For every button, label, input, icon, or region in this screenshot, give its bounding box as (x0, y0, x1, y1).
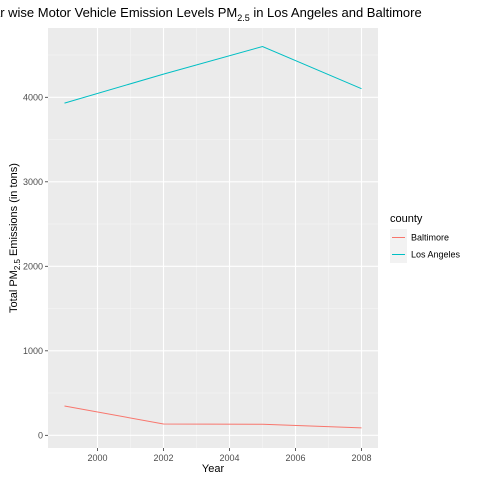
legend-label-baltimore: Baltimore (411, 233, 449, 243)
minor-gridlines (48, 28, 378, 448)
series-line-baltimore (64, 405, 362, 429)
x-tick-label: 2000 (87, 453, 107, 463)
plot-panel (48, 28, 378, 448)
y-tick-label: 0 (38, 430, 43, 440)
x-tick-label: 2008 (351, 453, 371, 463)
x-tick-label: 2004 (219, 453, 239, 463)
x-axis-label: Year (202, 463, 225, 475)
x-tick-label: 2006 (285, 453, 305, 463)
chart-title: Year wise Motor Vehicle Emission Levels … (0, 5, 422, 23)
x-axis: 2000 2002 2004 2006 2008 (87, 448, 372, 463)
legend: county Baltimore Los Angeles (390, 213, 461, 263)
series-layer (64, 45, 362, 429)
y-axis-label-suffix: Emissions (in tons) (8, 163, 20, 259)
chart-title-prefix: Year wise Motor Vehicle Emission Levels (0, 5, 218, 20)
major-gridlines (48, 28, 378, 448)
y-tick-label: 1000 (23, 346, 43, 356)
y-axis: 0 1000 2000 3000 4000 (23, 92, 48, 440)
y-tick-label: 3000 (23, 177, 43, 187)
y-axis-label: Total PM2.5 Emissions (in tons) (8, 163, 22, 313)
series-line-los-angeles (64, 45, 362, 104)
chart-title-suffix: in Los Angeles and Baltimore (250, 5, 422, 20)
chart-title-pm: PM (218, 5, 238, 20)
legend-title: county (390, 213, 423, 225)
y-tick-label: 4000 (23, 92, 43, 102)
chart-title-pm-subscript: 2.5 (237, 13, 250, 23)
y-tick-label: 2000 (23, 261, 43, 271)
legend-label-los-angeles: Los Angeles (411, 250, 461, 260)
y-axis-label-pm: PM (8, 270, 20, 287)
y-axis-label-prefix: Total (8, 287, 20, 313)
x-tick-label: 2002 (153, 453, 173, 463)
y-axis-label-pm-subscript: 2.5 (13, 258, 22, 270)
